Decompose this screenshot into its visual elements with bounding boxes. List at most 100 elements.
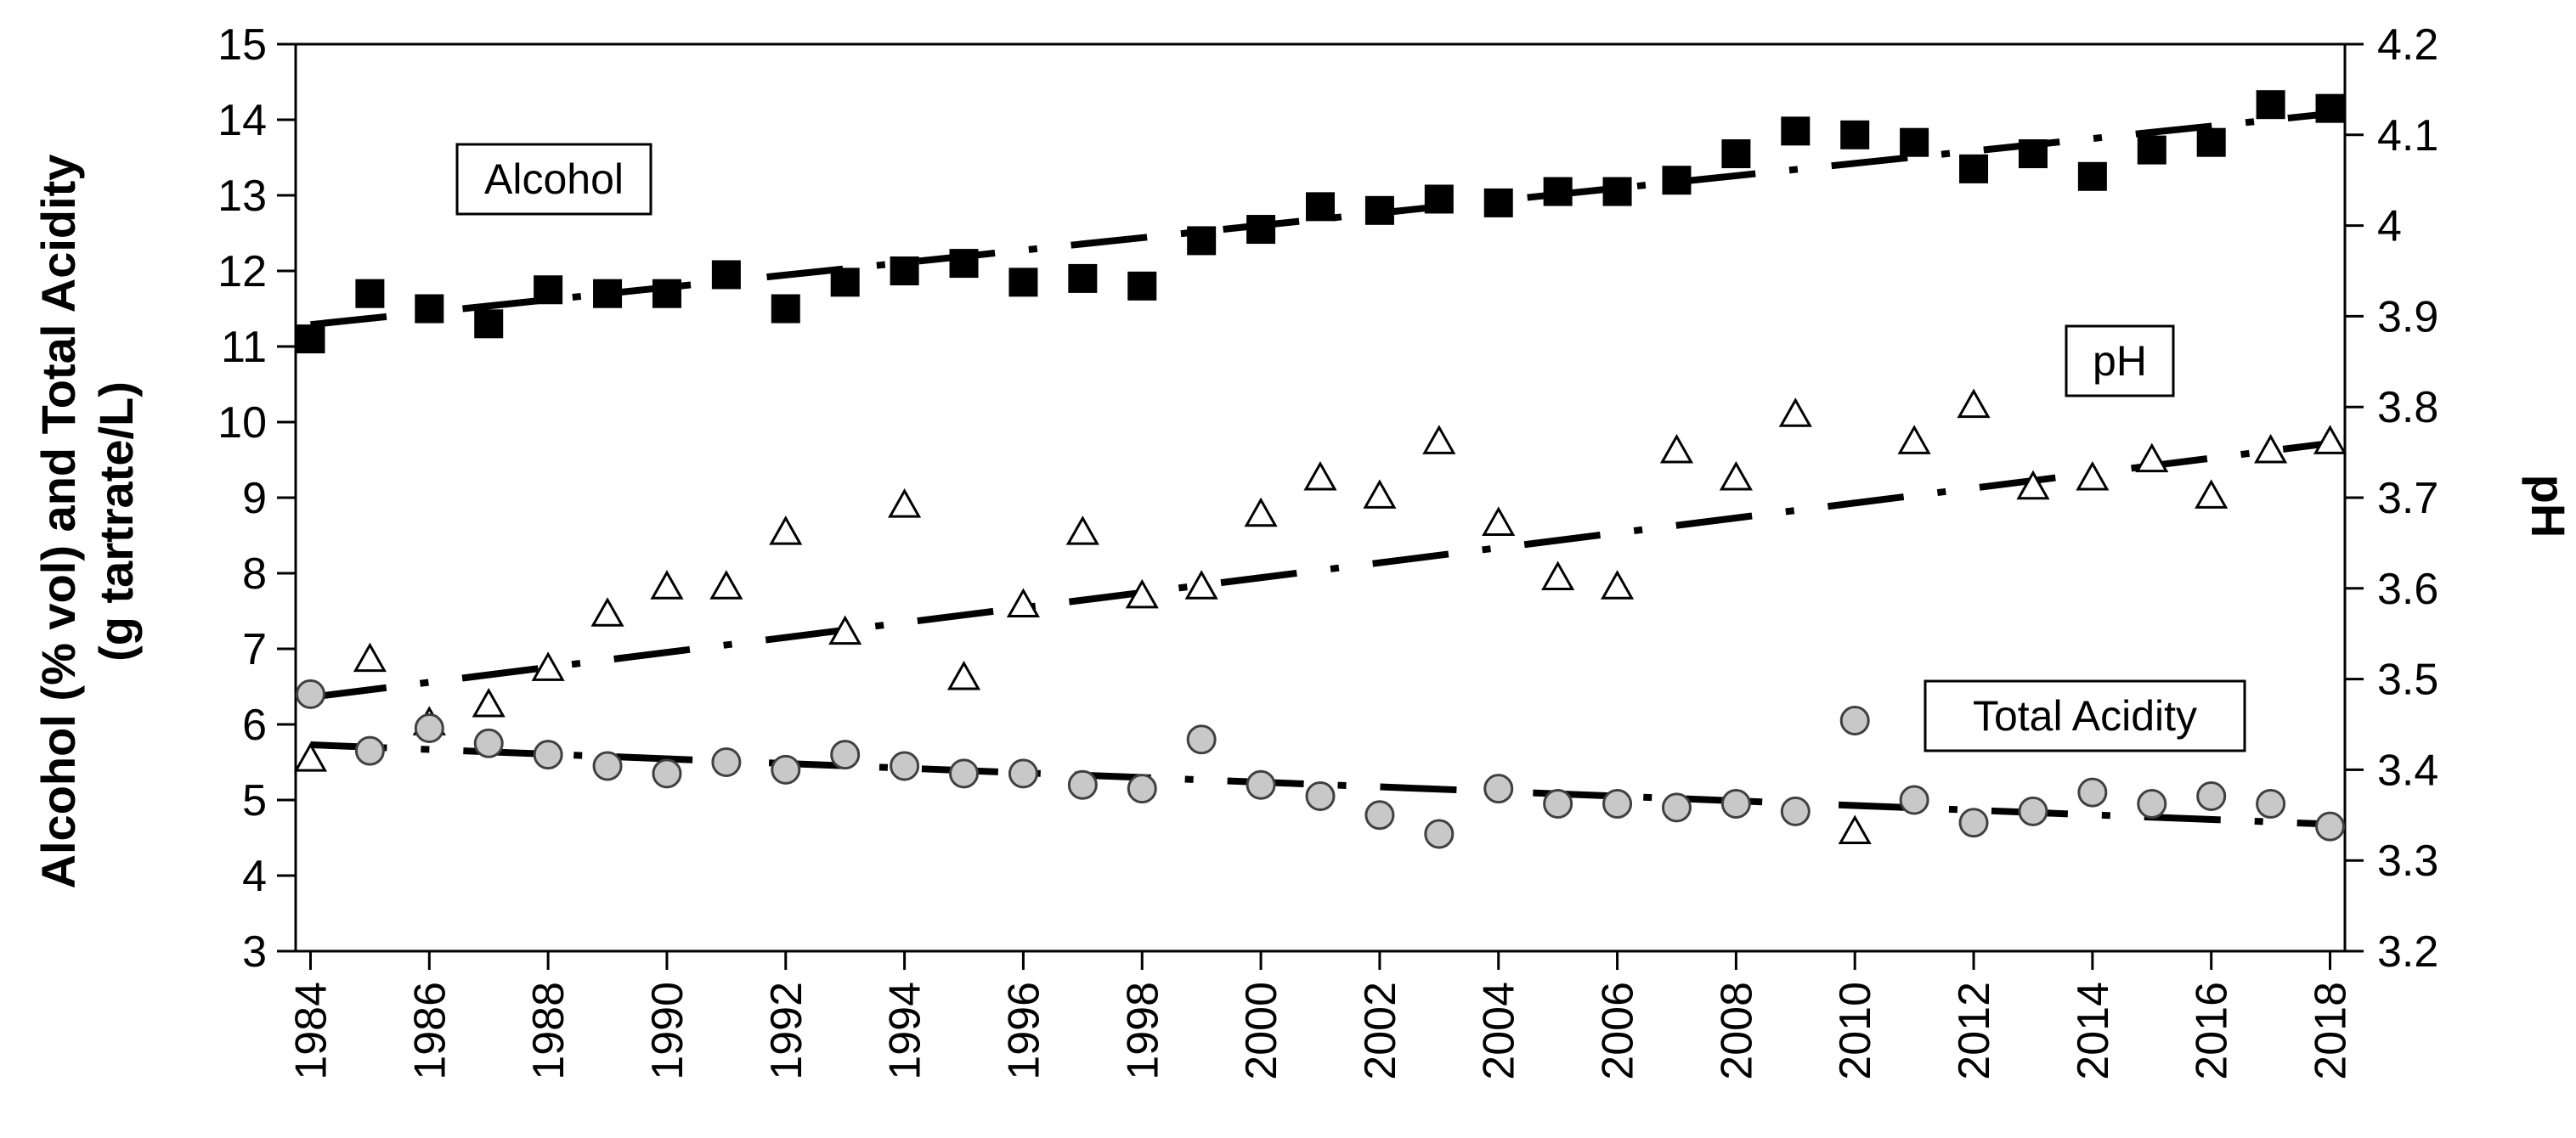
x-tick-label: 2014 bbox=[2069, 982, 2118, 1080]
y-tick-label: 9 bbox=[242, 474, 267, 523]
data-point bbox=[1720, 788, 1751, 819]
data-point bbox=[1068, 263, 1098, 293]
data-point bbox=[1127, 271, 1157, 301]
data-point bbox=[1897, 425, 1931, 454]
data-point bbox=[769, 515, 803, 545]
data-point bbox=[296, 324, 325, 354]
data-point bbox=[1781, 116, 1811, 146]
y-tick-label: 5 bbox=[242, 776, 267, 825]
data-point bbox=[1424, 819, 1455, 849]
data-point bbox=[1838, 814, 1872, 845]
data-point bbox=[2313, 425, 2347, 454]
y2-tick-label: 3.2 bbox=[2377, 927, 2438, 977]
data-point bbox=[1187, 226, 1217, 256]
data-point bbox=[1246, 769, 1276, 800]
data-point bbox=[531, 651, 565, 681]
series-2 bbox=[293, 388, 2347, 845]
data-point bbox=[830, 740, 861, 770]
data-point bbox=[2016, 470, 2050, 500]
data-point bbox=[1067, 769, 1098, 800]
data-point bbox=[1662, 166, 1692, 195]
x-tick-label: 1996 bbox=[999, 982, 1048, 1080]
trend-lines bbox=[309, 110, 2331, 828]
y2-tick-label: 3.8 bbox=[2377, 383, 2438, 432]
data-point bbox=[1543, 177, 1573, 206]
annotation-total-acidity: Total Acidity bbox=[1924, 679, 2246, 752]
data-point bbox=[1840, 120, 1870, 149]
data-point bbox=[709, 570, 743, 600]
data-point bbox=[1363, 479, 1397, 509]
data-point bbox=[295, 679, 325, 709]
y-tick-label: 12 bbox=[217, 247, 267, 296]
data-point bbox=[2135, 442, 2169, 473]
x-tick-label: 2018 bbox=[2307, 982, 2356, 1080]
x-tick-label: 1988 bbox=[524, 982, 573, 1080]
data-point bbox=[1244, 497, 1278, 527]
trend-line-3 bbox=[310, 741, 2330, 828]
data-point bbox=[1778, 397, 1812, 427]
annotation-ph-text: pH bbox=[2093, 337, 2147, 385]
data-point bbox=[828, 615, 862, 645]
data-point bbox=[1661, 792, 1692, 823]
annotation-total-acidity-text: Total Acidity bbox=[1973, 692, 2197, 740]
data-point bbox=[1839, 706, 1870, 736]
y-tick-label: 15 bbox=[217, 20, 267, 70]
data-point bbox=[1008, 758, 1038, 789]
data-point bbox=[1127, 774, 1157, 804]
data-point bbox=[1900, 127, 1929, 157]
data-point bbox=[472, 687, 506, 718]
data-point bbox=[2315, 811, 2346, 842]
data-point bbox=[830, 268, 860, 297]
y-axis-ticks: 3 4 5 6 7 8 9 10 11 12 13 14 15 bbox=[217, 20, 296, 977]
data-point bbox=[2018, 796, 2048, 826]
data-point bbox=[2076, 460, 2110, 491]
x-tick-label: 2000 bbox=[1237, 982, 1286, 1080]
data-point bbox=[1602, 788, 1633, 819]
y-tick-label: 10 bbox=[217, 398, 267, 448]
annotation-alcohol: Alcohol bbox=[455, 143, 652, 216]
data-point bbox=[949, 758, 980, 789]
annotation-ph: pH bbox=[2065, 324, 2175, 397]
y2-tick-label: 4.2 bbox=[2377, 20, 2438, 70]
x-tick-label: 1992 bbox=[762, 982, 811, 1080]
data-point bbox=[1600, 570, 1635, 600]
y-axis-title-line2: (g tartrate/L) bbox=[89, 381, 143, 662]
data-point bbox=[1780, 796, 1811, 826]
data-point bbox=[2256, 90, 2285, 120]
data-point bbox=[2137, 788, 2167, 819]
data-point bbox=[1543, 788, 1573, 819]
data-point bbox=[890, 256, 919, 285]
data-point bbox=[890, 751, 920, 781]
y-tick-label: 14 bbox=[217, 96, 267, 145]
data-point bbox=[1186, 724, 1217, 755]
series-marks bbox=[293, 90, 2347, 849]
data-point bbox=[650, 570, 684, 600]
y2-axis-ticks: 3.2 3.3 3.4 3.5 3.6 3.7 3.8 3.9 4 4.1 4.2 bbox=[2345, 20, 2438, 977]
data-point bbox=[2315, 93, 2345, 123]
data-point bbox=[1483, 188, 1513, 217]
data-point bbox=[1306, 192, 1335, 222]
y-tick-label: 7 bbox=[242, 625, 267, 674]
annotation-alcohol-text: Alcohol bbox=[484, 155, 624, 203]
y2-tick-label: 3.6 bbox=[2377, 565, 2438, 614]
data-point bbox=[1184, 570, 1218, 600]
y2-axis-title: pH bbox=[2522, 475, 2575, 538]
y2-tick-label: 4.1 bbox=[2377, 111, 2438, 161]
data-point bbox=[473, 728, 504, 758]
data-point bbox=[1602, 177, 1632, 206]
data-point bbox=[474, 309, 504, 339]
data-point bbox=[415, 294, 444, 324]
data-point bbox=[1246, 215, 1276, 245]
data-point bbox=[2077, 777, 2108, 808]
x-tick-label: 1986 bbox=[405, 982, 455, 1080]
x-axis-ticks: 1984 1986 1988 1990 1992 1994 1996 1998 2000 2002… bbox=[286, 951, 2356, 1080]
y2-tick-label: 3.4 bbox=[2377, 746, 2438, 795]
data-point bbox=[1959, 154, 1989, 183]
data-point bbox=[1719, 460, 1753, 491]
data-point bbox=[590, 597, 624, 627]
data-point bbox=[353, 642, 387, 673]
x-tick-label: 2006 bbox=[1594, 982, 1643, 1080]
x-tick-label: 2002 bbox=[1356, 982, 1405, 1080]
x-tick-label: 2012 bbox=[1950, 982, 1999, 1080]
